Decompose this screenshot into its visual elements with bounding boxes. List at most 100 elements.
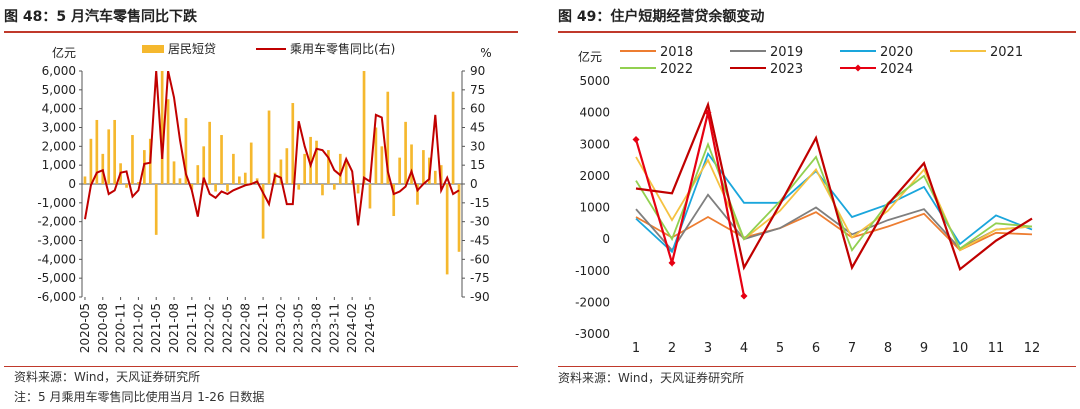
y-tick-label: -2000 xyxy=(575,295,610,309)
x-tick-label: 2 xyxy=(668,341,676,356)
left-bottom-rule xyxy=(4,366,518,367)
bar-household-short-loan xyxy=(261,184,265,239)
x-tick-label: 2024-02 xyxy=(345,303,359,353)
y-tick-label: 3000 xyxy=(579,137,610,151)
bar-household-short-loan xyxy=(83,176,87,184)
x-tick-label: 7 xyxy=(848,341,856,356)
bar-household-short-loan xyxy=(243,172,247,184)
bar-household-short-loan xyxy=(160,71,164,184)
x-tick-label: 2021-05 xyxy=(149,303,163,353)
marker-series-2024 xyxy=(632,136,640,144)
x-tick-label: 9 xyxy=(920,341,928,356)
bar-household-short-loan xyxy=(344,159,348,184)
bar-household-short-loan xyxy=(374,127,378,184)
bar-household-short-loan xyxy=(190,184,194,190)
right-bottom-rule xyxy=(558,366,1076,367)
bar-household-short-loan xyxy=(172,161,176,184)
bar-household-short-loan xyxy=(208,121,211,184)
bar-household-short-loan xyxy=(125,184,128,188)
x-tick-label: 1 xyxy=(632,341,640,356)
left-y-tick-label: -1,000 xyxy=(37,196,76,210)
x-tick-label: 12 xyxy=(1024,341,1041,356)
right-y-tick-label: 45 xyxy=(470,121,485,135)
left-y-tick-label: 1,000 xyxy=(42,158,76,172)
x-tick-label: 5 xyxy=(776,341,784,356)
right-y-tick-label: 15 xyxy=(470,158,485,172)
bar-household-short-loan xyxy=(368,184,372,209)
x-tick-label: 2022-05 xyxy=(220,303,234,353)
right-source: 资料来源：Wind，天风证券研究所 xyxy=(558,371,745,385)
bar-household-short-loan xyxy=(309,136,312,184)
marker-series-2024 xyxy=(668,259,676,267)
bar-household-short-loan xyxy=(101,153,105,184)
left-chart: 6,000 5,000 4,000 3,000 2,000 1,000 0 -1,000 -2,… xyxy=(37,41,491,353)
marker-series-2024 xyxy=(704,109,712,117)
line-car-retail-yoy xyxy=(84,71,460,226)
bar-household-short-loan xyxy=(297,184,301,190)
bar-household-short-loan xyxy=(350,180,354,184)
right-y-tick-label: -30 xyxy=(470,215,490,229)
right-figure-title: 图 49：住户短期经营贷余额变动 xyxy=(558,9,765,25)
right-y-tick-label: -45 xyxy=(470,234,490,248)
right-title-rule xyxy=(558,31,1076,33)
legend-label-2019: 2019 xyxy=(770,45,803,60)
x-tick-label: 2020-11 xyxy=(114,303,128,353)
x-tick-label: 11 xyxy=(988,341,1005,356)
right-y-tick-label: -60 xyxy=(470,252,490,266)
bar-household-short-loan xyxy=(439,165,443,184)
y-tick-label: -1000 xyxy=(575,264,610,278)
left-y-tick-label: -3,000 xyxy=(37,234,76,248)
y-tick-label: 5000 xyxy=(579,74,610,88)
line-series-2024 xyxy=(634,112,746,297)
bar-household-short-loan xyxy=(249,142,253,184)
bar-household-short-loan xyxy=(89,138,93,184)
x-tick-label: 2022-08 xyxy=(238,303,252,353)
bar-household-short-loan xyxy=(398,157,401,184)
x-tick-label: 2021-11 xyxy=(185,303,199,353)
bar-household-short-loan xyxy=(196,165,200,184)
bar-household-short-loan xyxy=(285,148,289,184)
left-title-rule xyxy=(4,31,518,33)
x-tick-label: 2020-08 xyxy=(96,303,110,353)
bar-household-short-loan xyxy=(267,110,271,184)
bar-household-short-loan xyxy=(131,135,134,184)
bar-household-short-loan xyxy=(279,159,283,184)
y-tick-label: 1000 xyxy=(579,201,610,215)
bar-household-short-loan xyxy=(362,71,366,184)
bar-household-short-loan xyxy=(433,170,437,184)
x-tick-label: 4 xyxy=(740,341,748,356)
left-note: 注：5 月乘用车零售同比使用当月 1-26 日数据 xyxy=(14,390,265,404)
x-tick-label: 2022-11 xyxy=(256,303,270,353)
right-panel: 图 49：住户短期经营贷余额变动 5000 4000 3000 2000 1000 0 -1… xyxy=(540,0,1080,409)
bar-household-short-loan xyxy=(315,140,318,184)
bar-household-short-loan xyxy=(107,129,111,184)
x-tick-label: 2020-05 xyxy=(78,303,92,353)
right-y-tick-label: -75 xyxy=(470,271,490,285)
left-y-tick-label: 2,000 xyxy=(42,139,76,153)
bar-household-short-loan xyxy=(303,153,306,184)
x-tick-label: 2024-05 xyxy=(363,303,377,353)
legend-label-bar: 居民短贷 xyxy=(168,42,216,56)
bar-household-short-loan xyxy=(392,184,396,217)
bar-household-short-loan xyxy=(220,135,223,184)
right-y-tick-label: -90 xyxy=(470,290,490,304)
bar-household-short-loan xyxy=(291,103,295,184)
left-figure-title: 图 48：5 月汽车零售同比下跌 xyxy=(4,9,197,25)
bar-household-short-loan xyxy=(451,91,455,184)
left-y-tick-label: -6,000 xyxy=(37,290,76,304)
legend-label-2024: 2024 xyxy=(880,62,913,77)
y-tick-label: -3000 xyxy=(575,327,610,341)
left-y-tick-label: 3,000 xyxy=(42,121,76,135)
y-axis-unit: 亿元 xyxy=(578,49,602,64)
line-series-2023 xyxy=(635,101,1033,272)
marker-series-2024 xyxy=(740,292,748,300)
bar-household-short-loan xyxy=(422,150,425,184)
y-tick-label: 2000 xyxy=(579,169,610,183)
left-y-tick-label: -4,000 xyxy=(37,252,76,266)
bar-household-short-loan xyxy=(154,184,158,235)
x-tick-label: 2023-08 xyxy=(310,303,324,353)
bar-household-short-loan xyxy=(321,184,324,196)
legend-swatch-bar xyxy=(142,45,164,53)
legend-marker-2024 xyxy=(854,64,862,72)
